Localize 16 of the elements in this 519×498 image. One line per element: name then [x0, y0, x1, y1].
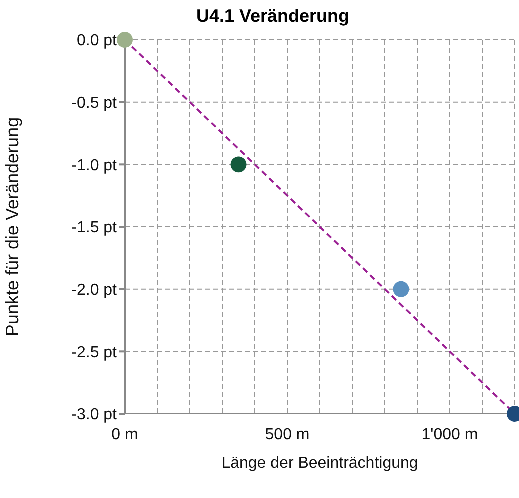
chart-title: U4.1 Veränderung	[195, 6, 351, 27]
y-tick-label: -2.0 pt	[72, 282, 118, 300]
y-tick-label: -1.0 pt	[72, 157, 118, 174]
point	[393, 281, 410, 298]
y-tick-label: 0.0 pt	[76, 32, 118, 50]
point	[117, 32, 133, 48]
x-tick-label: 0 m	[112, 426, 138, 444]
y-tick-label: -0.5 pt	[72, 95, 118, 112]
y-tick-label: -1.5 pt	[72, 220, 118, 237]
y-axis-title: Punkte für die Veränderung	[2, 117, 22, 337]
point	[230, 156, 247, 173]
x-tick-label: 500 m	[265, 426, 310, 444]
y-tick-label: -2.5 pt	[72, 344, 118, 362]
x-tick-label: 1'000 m	[422, 426, 478, 444]
x-axis-title: Länge der Beeinträchtigung	[222, 455, 418, 472]
y-tick-label: -3.0 pt	[72, 406, 118, 424]
